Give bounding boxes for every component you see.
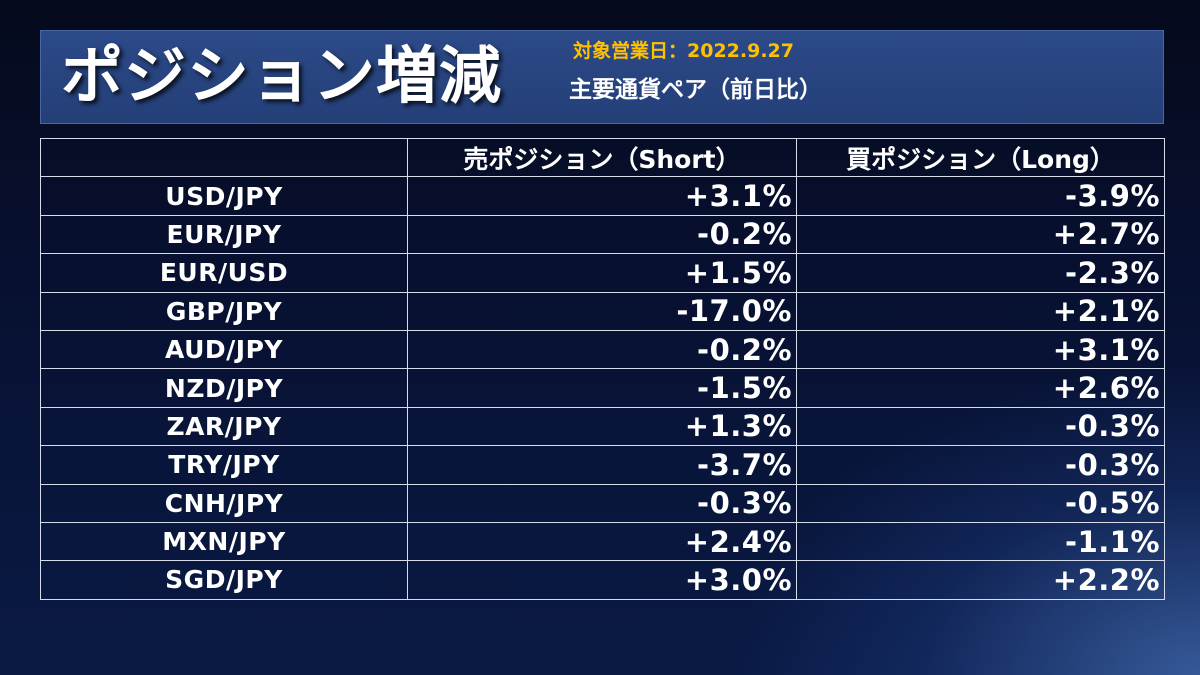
short-change-cell: -17.0% bbox=[407, 291, 797, 331]
long-change-cell: -0.5% bbox=[796, 483, 1165, 523]
table-row: TRY/JPY -3.7% -0.3% bbox=[40, 445, 1165, 485]
currency-pair-cell: EUR/JPY bbox=[40, 214, 408, 255]
short-change-cell: +1.3% bbox=[407, 406, 797, 447]
short-change-cell: -3.7% bbox=[407, 445, 797, 485]
table-row: GBP/JPY -17.0% +2.1% bbox=[40, 291, 1165, 331]
currency-pair-cell: AUD/JPY bbox=[40, 329, 408, 370]
currency-pair-cell: TRY/JPY bbox=[40, 445, 408, 485]
table-row: EUR/JPY -0.2% +2.7% bbox=[40, 214, 1165, 255]
currency-pair-cell: CNH/JPY bbox=[40, 483, 408, 523]
long-change-cell: +3.1% bbox=[796, 329, 1165, 370]
table-header-row: 売ポジション（Short） 買ポジション（Long） bbox=[40, 137, 1165, 178]
long-change-cell: -0.3% bbox=[796, 445, 1165, 485]
long-change-cell: +2.6% bbox=[796, 368, 1165, 408]
page-subtitle: 主要通貨ペア（前日比） bbox=[569, 77, 822, 103]
short-change-cell: +1.5% bbox=[407, 253, 797, 293]
table-row: EUR/USD +1.5% -2.3% bbox=[40, 253, 1165, 293]
header-banner: ポジション増減 対象営業日：2022.9.27 主要通貨ペア（前日比） bbox=[40, 30, 1164, 124]
long-change-cell: +2.1% bbox=[796, 291, 1165, 331]
short-change-cell: +3.1% bbox=[407, 176, 797, 216]
page-title: ポジション増減 bbox=[61, 39, 503, 112]
table-row: USD/JPY +3.1% -3.9% bbox=[40, 176, 1165, 216]
currency-pair-cell: EUR/USD bbox=[40, 253, 408, 293]
long-change-cell: -1.1% bbox=[796, 521, 1165, 562]
short-change-cell: +3.0% bbox=[407, 560, 797, 600]
currency-pair-cell: NZD/JPY bbox=[40, 368, 408, 408]
table-row: SGD/JPY +3.0% +2.2% bbox=[40, 560, 1165, 600]
column-header-short: 売ポジション（Short） bbox=[407, 137, 797, 178]
table-row: NZD/JPY -1.5% +2.6% bbox=[40, 368, 1165, 408]
short-change-cell: -1.5% bbox=[407, 368, 797, 408]
currency-pair-cell: GBP/JPY bbox=[40, 291, 408, 331]
long-change-cell: -3.9% bbox=[796, 176, 1165, 216]
currency-pair-cell: SGD/JPY bbox=[40, 560, 408, 600]
table-row: ZAR/JPY +1.3% -0.3% bbox=[40, 406, 1165, 447]
short-change-cell: -0.2% bbox=[407, 214, 797, 255]
long-change-cell: +2.7% bbox=[796, 214, 1165, 255]
short-change-cell: +2.4% bbox=[407, 521, 797, 562]
table-row: MXN/JPY +2.4% -1.1% bbox=[40, 521, 1165, 562]
table-row: CNH/JPY -0.3% -0.5% bbox=[40, 483, 1165, 523]
currency-pair-cell: ZAR/JPY bbox=[40, 406, 408, 447]
currency-pair-cell: USD/JPY bbox=[40, 176, 408, 216]
long-change-cell: +2.2% bbox=[796, 560, 1165, 600]
short-change-cell: -0.2% bbox=[407, 329, 797, 370]
short-change-cell: -0.3% bbox=[407, 483, 797, 523]
long-change-cell: -2.3% bbox=[796, 253, 1165, 293]
table-row: AUD/JPY -0.2% +3.1% bbox=[40, 329, 1165, 370]
position-change-table: 売ポジション（Short） 買ポジション（Long） USD/JPY +3.1%… bbox=[40, 137, 1165, 600]
column-header-pair bbox=[40, 137, 408, 178]
currency-pair-cell: MXN/JPY bbox=[40, 521, 408, 562]
column-header-long: 買ポジション（Long） bbox=[796, 137, 1165, 178]
long-change-cell: -0.3% bbox=[796, 406, 1165, 447]
business-date: 対象営業日：2022.9.27 bbox=[573, 40, 794, 62]
